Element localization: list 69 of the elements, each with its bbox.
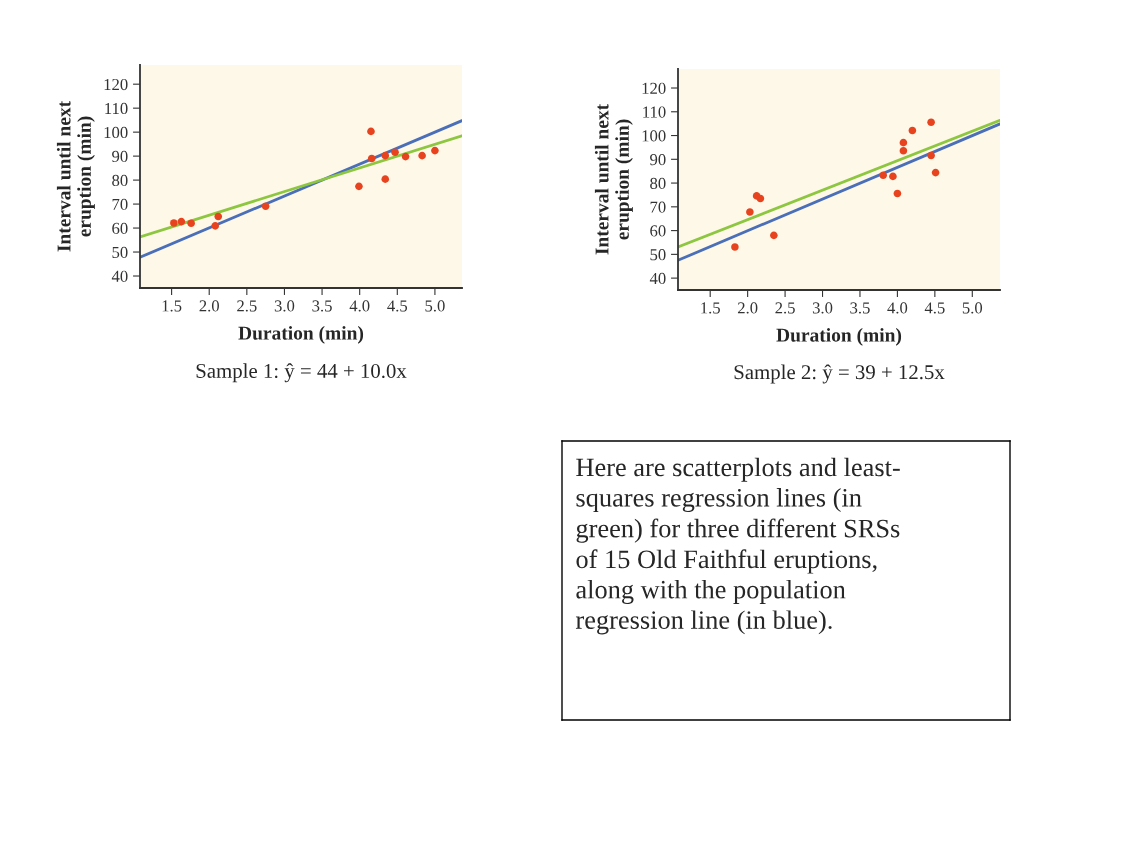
y-tick-label: 70 bbox=[112, 198, 128, 211]
point bbox=[927, 151, 935, 160]
point bbox=[908, 126, 917, 135]
point bbox=[731, 243, 739, 251]
y-tick-label: 110 bbox=[105, 102, 128, 115]
y-tick-label: 50 bbox=[112, 246, 128, 258]
x-tick-label: 2.0 bbox=[737, 302, 758, 314]
x-tick-label: 2.5 bbox=[775, 302, 795, 314]
point bbox=[418, 151, 426, 160]
y-axis-title: Interval until next eruption (min) bbox=[56, 100, 95, 252]
point bbox=[355, 182, 363, 191]
point bbox=[170, 219, 178, 227]
point bbox=[211, 222, 220, 230]
y-tick-label: 60 bbox=[112, 222, 128, 234]
point bbox=[927, 118, 935, 127]
point bbox=[367, 127, 375, 136]
y-tick-label: 70 bbox=[650, 201, 666, 213]
x-tick-label: 3.5 bbox=[312, 300, 332, 312]
point bbox=[899, 138, 908, 147]
point bbox=[931, 168, 940, 177]
point bbox=[381, 151, 390, 160]
text: Sample 1: ŷ = 44 + 10.0x bbox=[196, 363, 407, 383]
x-tick-label: 4.5 bbox=[924, 302, 945, 314]
y-tick-label: 50 bbox=[650, 249, 666, 261]
point bbox=[893, 189, 902, 198]
point bbox=[381, 175, 390, 183]
x-axis-title: Duration (min) bbox=[776, 328, 902, 346]
y-tick-label: 120 bbox=[104, 78, 128, 91]
x-tick-label: 5.0 bbox=[425, 300, 445, 312]
x-tick-label: 4.0 bbox=[887, 302, 908, 314]
point bbox=[187, 219, 195, 228]
point bbox=[879, 171, 887, 180]
point bbox=[746, 208, 754, 216]
y-tick-label: 120 bbox=[642, 82, 666, 94]
y-tick-label: 90 bbox=[650, 154, 666, 166]
point bbox=[431, 146, 439, 155]
point bbox=[367, 154, 376, 163]
text: Here are scatterplots and least- squares regression lines (in green) for three different SRSs of 15 Old Faithful eruptions, along with the population regression line (in blue). bbox=[575, 457, 900, 635]
y-tick-label: 90 bbox=[112, 150, 128, 163]
x-tick-label: 3.5 bbox=[850, 302, 870, 314]
x-tick-label: 3.0 bbox=[274, 300, 295, 312]
y-tick-label: 60 bbox=[650, 225, 666, 237]
text: Sample 2: ŷ = 39 + 12.5x bbox=[734, 364, 945, 384]
x-tick-label: 2.0 bbox=[199, 300, 219, 312]
x-tick-label: 3.0 bbox=[812, 302, 833, 314]
y-tick-label: 80 bbox=[112, 174, 128, 187]
y-tick-label: 100 bbox=[104, 126, 128, 139]
x-tick-label: 1.5 bbox=[162, 300, 182, 312]
x-tick-label: 4.5 bbox=[387, 300, 408, 312]
point bbox=[770, 231, 778, 240]
x-tick-label: 2.5 bbox=[237, 300, 257, 312]
point bbox=[214, 212, 223, 221]
x-axis-title: Duration (min) bbox=[238, 326, 364, 344]
point bbox=[756, 194, 765, 203]
point bbox=[177, 217, 186, 226]
y-tick-label: 100 bbox=[642, 130, 666, 142]
point bbox=[261, 202, 270, 211]
point bbox=[401, 152, 410, 161]
y-tick-label: 110 bbox=[643, 106, 666, 118]
x-tick-label: 4.0 bbox=[349, 300, 370, 312]
point bbox=[391, 148, 399, 157]
x-tick-label: 1.5 bbox=[701, 302, 720, 314]
y-tick-label: 40 bbox=[649, 272, 666, 285]
point bbox=[899, 146, 908, 155]
y-tick-label: 40 bbox=[111, 270, 128, 282]
y-axis-title: Interval until next eruption (min) bbox=[594, 103, 633, 255]
y-tick-label: 80 bbox=[650, 177, 666, 190]
x-tick-label: 5.0 bbox=[962, 302, 983, 314]
point bbox=[889, 172, 897, 181]
